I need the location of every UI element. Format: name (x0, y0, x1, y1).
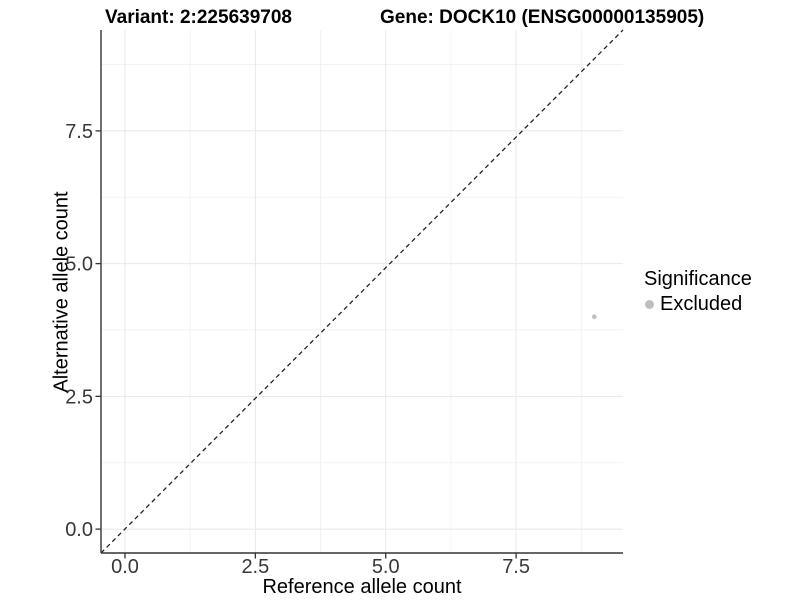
legend-key-dot-icon (645, 300, 654, 309)
legend-item-label: Excluded (660, 293, 743, 315)
legend-title: Significance (644, 268, 752, 290)
y-tick-label: 7.5 (65, 121, 93, 143)
x-tick-label: 0.0 (111, 556, 139, 578)
legend: Significance Excluded (644, 268, 752, 316)
legend-item-excluded: Excluded (645, 293, 752, 316)
x-tick-label: 7.5 (502, 556, 530, 578)
y-tick-label: 0.0 (65, 519, 93, 541)
variant-title: Variant: 2:225639708 (105, 7, 292, 28)
gene-title: Gene: DOCK10 (ENSG00000135905) (380, 7, 705, 28)
y-tick-label: 2.5 (65, 386, 93, 408)
x-tick-label: 5.0 (372, 556, 400, 578)
data-point (592, 314, 597, 320)
x-axis-title: Reference allele count (262, 576, 462, 598)
x-tick-label: 2.5 (241, 556, 269, 578)
identity-line (100, 29, 624, 554)
y-axis-title: Alternative allele count (50, 191, 73, 393)
y-tick-label: 5.0 (65, 254, 93, 276)
